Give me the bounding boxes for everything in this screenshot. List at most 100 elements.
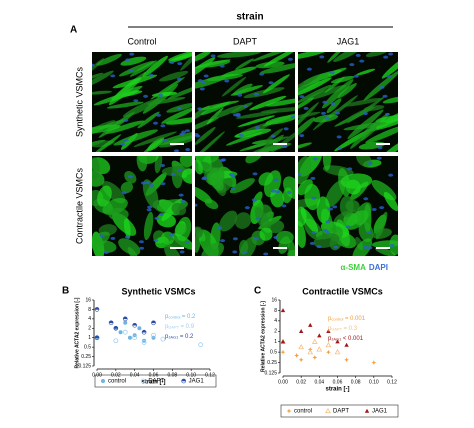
nucleus — [121, 191, 127, 195]
cell — [298, 179, 313, 196]
cell — [167, 84, 192, 100]
y-tick-label: 2 — [274, 329, 277, 335]
cell — [345, 210, 369, 230]
p-symbol: p — [328, 316, 332, 322]
cell — [97, 185, 112, 207]
y-axis-label: Relative ACTA2 expression [-] — [74, 297, 80, 368]
nucleus — [154, 216, 160, 220]
x-tick-label: 0.04 — [314, 379, 324, 385]
cell — [157, 131, 192, 145]
nucleus — [362, 245, 368, 249]
nucleus — [177, 168, 183, 172]
nucleus — [353, 74, 359, 78]
point — [298, 343, 305, 350]
nucleus — [345, 225, 351, 229]
point — [294, 353, 300, 358]
legend-box — [94, 374, 217, 388]
micrograph — [298, 156, 398, 256]
point — [307, 349, 314, 355]
nucleus — [270, 134, 276, 138]
cell — [376, 139, 398, 152]
x-tick-label: 0.08 — [167, 372, 177, 378]
legend-marker — [325, 407, 331, 414]
cell — [298, 117, 316, 138]
nucleus — [321, 111, 327, 115]
nucleus — [244, 206, 250, 210]
nucleus — [366, 231, 372, 235]
nucleus — [103, 250, 109, 254]
x-tick-label: 0.08 — [351, 379, 361, 385]
cell — [105, 120, 145, 134]
nucleus — [230, 187, 236, 191]
nucleus — [298, 172, 302, 176]
nucleus — [219, 64, 225, 68]
nucleus — [324, 116, 330, 120]
cell — [168, 52, 192, 61]
cell — [322, 156, 332, 171]
p-text: = 0.2 — [182, 314, 196, 320]
cell — [263, 52, 295, 67]
cell — [142, 138, 163, 152]
nucleus — [146, 208, 152, 212]
cell — [265, 97, 295, 107]
cell — [111, 85, 143, 100]
point — [113, 338, 119, 344]
p-value: pDAPT = 0.3 — [328, 326, 358, 332]
nucleus — [349, 63, 355, 67]
nucleus — [377, 146, 383, 150]
nucleus — [336, 135, 342, 139]
cell — [340, 173, 373, 189]
nucleus — [177, 62, 183, 66]
cell — [118, 60, 155, 77]
cell — [143, 211, 154, 241]
nucleus — [153, 121, 159, 125]
point — [122, 329, 128, 335]
cell — [120, 56, 147, 66]
panel-label: C — [254, 286, 261, 297]
nucleus — [143, 94, 149, 98]
p-subscript: JAG1 — [168, 335, 179, 340]
nucleus — [322, 228, 328, 232]
cell — [92, 72, 104, 81]
x-tick-label: 0.12 — [205, 372, 215, 378]
p-value: pJAG1 < 0.001 — [328, 336, 364, 342]
nucleus — [363, 197, 369, 201]
micrograph — [195, 52, 295, 152]
cell — [221, 76, 247, 97]
nucleus — [379, 85, 385, 89]
nucleus — [162, 138, 168, 142]
cell — [298, 220, 306, 248]
nucleus — [290, 115, 295, 119]
nucleus — [259, 72, 265, 76]
cell — [96, 53, 122, 66]
p-symbol: p — [165, 314, 169, 320]
cell — [209, 173, 224, 191]
legend-marker — [286, 408, 292, 414]
nucleus — [129, 69, 135, 73]
cell — [252, 52, 295, 62]
nucleus — [359, 59, 365, 63]
cell — [372, 228, 392, 239]
micrograph — [195, 156, 295, 256]
cell — [249, 95, 287, 111]
point — [141, 329, 147, 335]
nucleus — [221, 158, 227, 162]
nucleus — [178, 193, 184, 197]
cell — [365, 124, 398, 144]
nucleus — [232, 250, 238, 254]
nucleus — [275, 190, 281, 194]
cell — [165, 116, 192, 125]
cell — [231, 102, 253, 114]
y-tick-label: 0.5 — [270, 349, 277, 355]
p-text: < 0.001 — [343, 336, 364, 342]
nucleus — [123, 138, 129, 142]
cell — [245, 156, 263, 164]
cell — [352, 238, 373, 256]
cell — [216, 52, 261, 58]
nucleus — [382, 94, 388, 98]
chart-title: Contractile VSMCs — [302, 286, 383, 296]
nucleus — [145, 181, 151, 185]
nucleus — [330, 102, 336, 106]
cell — [275, 230, 294, 245]
nucleus — [268, 81, 274, 85]
